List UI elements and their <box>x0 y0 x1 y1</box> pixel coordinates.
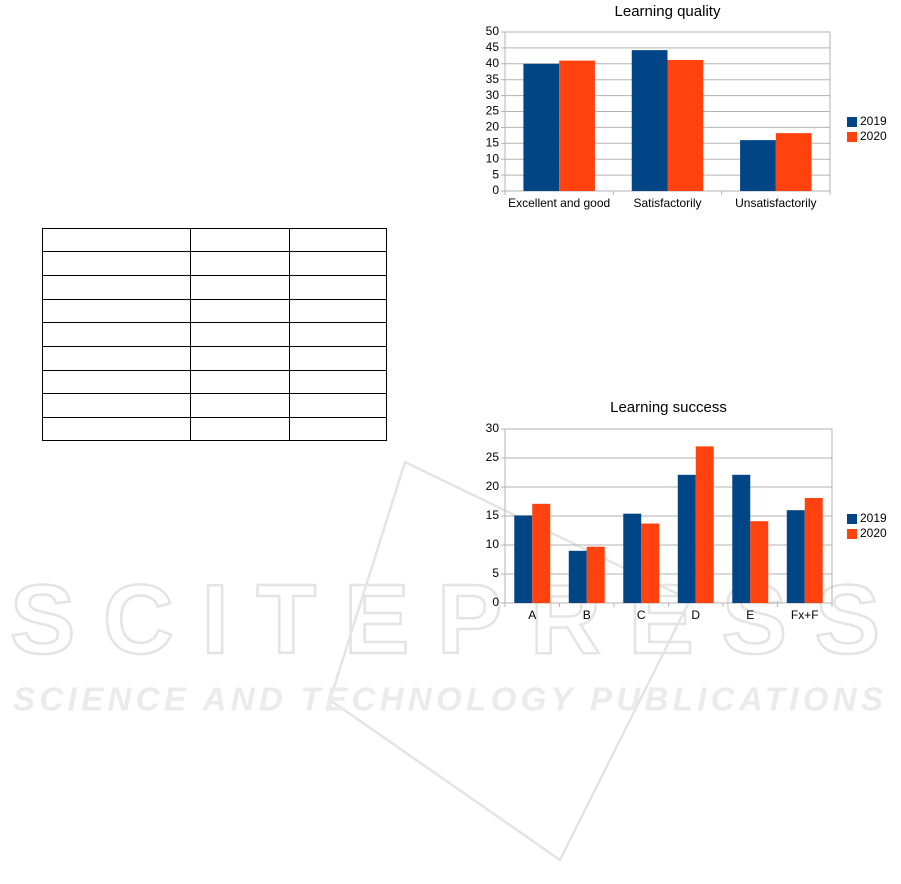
x-label-box: C <box>636 608 646 622</box>
legend-swatch <box>847 132 857 142</box>
x-tick-label: Unsatisfactorily <box>735 196 817 210</box>
y-tick-label: 50 <box>486 24 500 38</box>
legend-label: 2020 <box>860 129 887 143</box>
bar <box>750 521 769 603</box>
y-tick-label: 25 <box>486 450 500 464</box>
x-tick-label: C <box>636 608 646 622</box>
x-tick-label: Fx+F <box>790 608 819 622</box>
y-tick-label: 0 <box>492 595 499 609</box>
bar <box>695 446 714 603</box>
y-tick-label: 30 <box>486 421 500 435</box>
empty-table <box>42 228 387 441</box>
x-tick-label: D <box>691 608 701 622</box>
y-tick-label: 15 <box>486 508 500 522</box>
x-tick-label: A <box>528 608 537 622</box>
x-label-box: B <box>582 608 591 622</box>
chart-title: Learning success <box>610 399 727 416</box>
y-tick-label: 25 <box>486 104 500 118</box>
x-label-box: Unsatisfactorily <box>735 196 817 210</box>
bar <box>740 140 776 191</box>
bar <box>732 474 751 603</box>
chart-title: Learning quality <box>615 3 721 20</box>
bar <box>623 513 642 603</box>
y-tick-label: 10 <box>486 537 500 551</box>
bar <box>559 60 595 192</box>
bar <box>532 503 551 603</box>
bar <box>786 510 805 603</box>
y-tick-label: 45 <box>486 40 500 54</box>
bar <box>804 498 823 603</box>
y-tick-label: 40 <box>486 56 500 70</box>
chart: Learning success 0 5 10 15 20 25 30 A B C D E Fx+F 201… <box>486 399 887 622</box>
x-label-box: D <box>691 608 701 622</box>
x-tick-label: Excellent and good <box>508 196 611 210</box>
x-label-box: Fx+F <box>790 608 819 622</box>
bar <box>523 63 560 191</box>
bar <box>677 474 696 603</box>
y-tick-label: 20 <box>486 479 500 493</box>
y-tick-label: 20 <box>486 120 500 134</box>
legend-swatch <box>847 529 857 539</box>
y-tick-label: 10 <box>486 151 500 165</box>
y-tick-label: 5 <box>492 167 499 181</box>
bar <box>775 133 812 191</box>
x-label-box: Excellent and good <box>508 196 611 210</box>
legend-swatch <box>847 117 857 127</box>
x-tick-label: E <box>746 608 755 622</box>
legend-label: 2019 <box>860 511 887 525</box>
bar <box>641 523 660 603</box>
y-tick-label: 0 <box>492 183 499 197</box>
y-tick-label: 5 <box>492 566 499 580</box>
bar <box>586 546 605 603</box>
watermark-subtitle: SCIENCE AND TECHNOLOGY PUBLICATIONS <box>13 681 883 718</box>
y-tick-label: 15 <box>486 135 500 149</box>
y-tick-label: 30 <box>486 88 500 102</box>
bar <box>631 50 668 191</box>
x-tick-label: B <box>582 608 591 622</box>
bar <box>667 59 704 191</box>
bar <box>514 515 533 603</box>
x-label-box: Satisfactorily <box>633 196 702 210</box>
bar <box>568 550 587 603</box>
legend-label: 2020 <box>860 526 887 540</box>
legend-label: 2019 <box>860 114 887 128</box>
y-tick-label: 35 <box>486 72 500 86</box>
x-tick-label: Satisfactorily <box>633 196 702 210</box>
x-label-box: A <box>528 608 537 622</box>
x-label-box: E <box>746 608 755 622</box>
legend-swatch <box>847 514 857 524</box>
